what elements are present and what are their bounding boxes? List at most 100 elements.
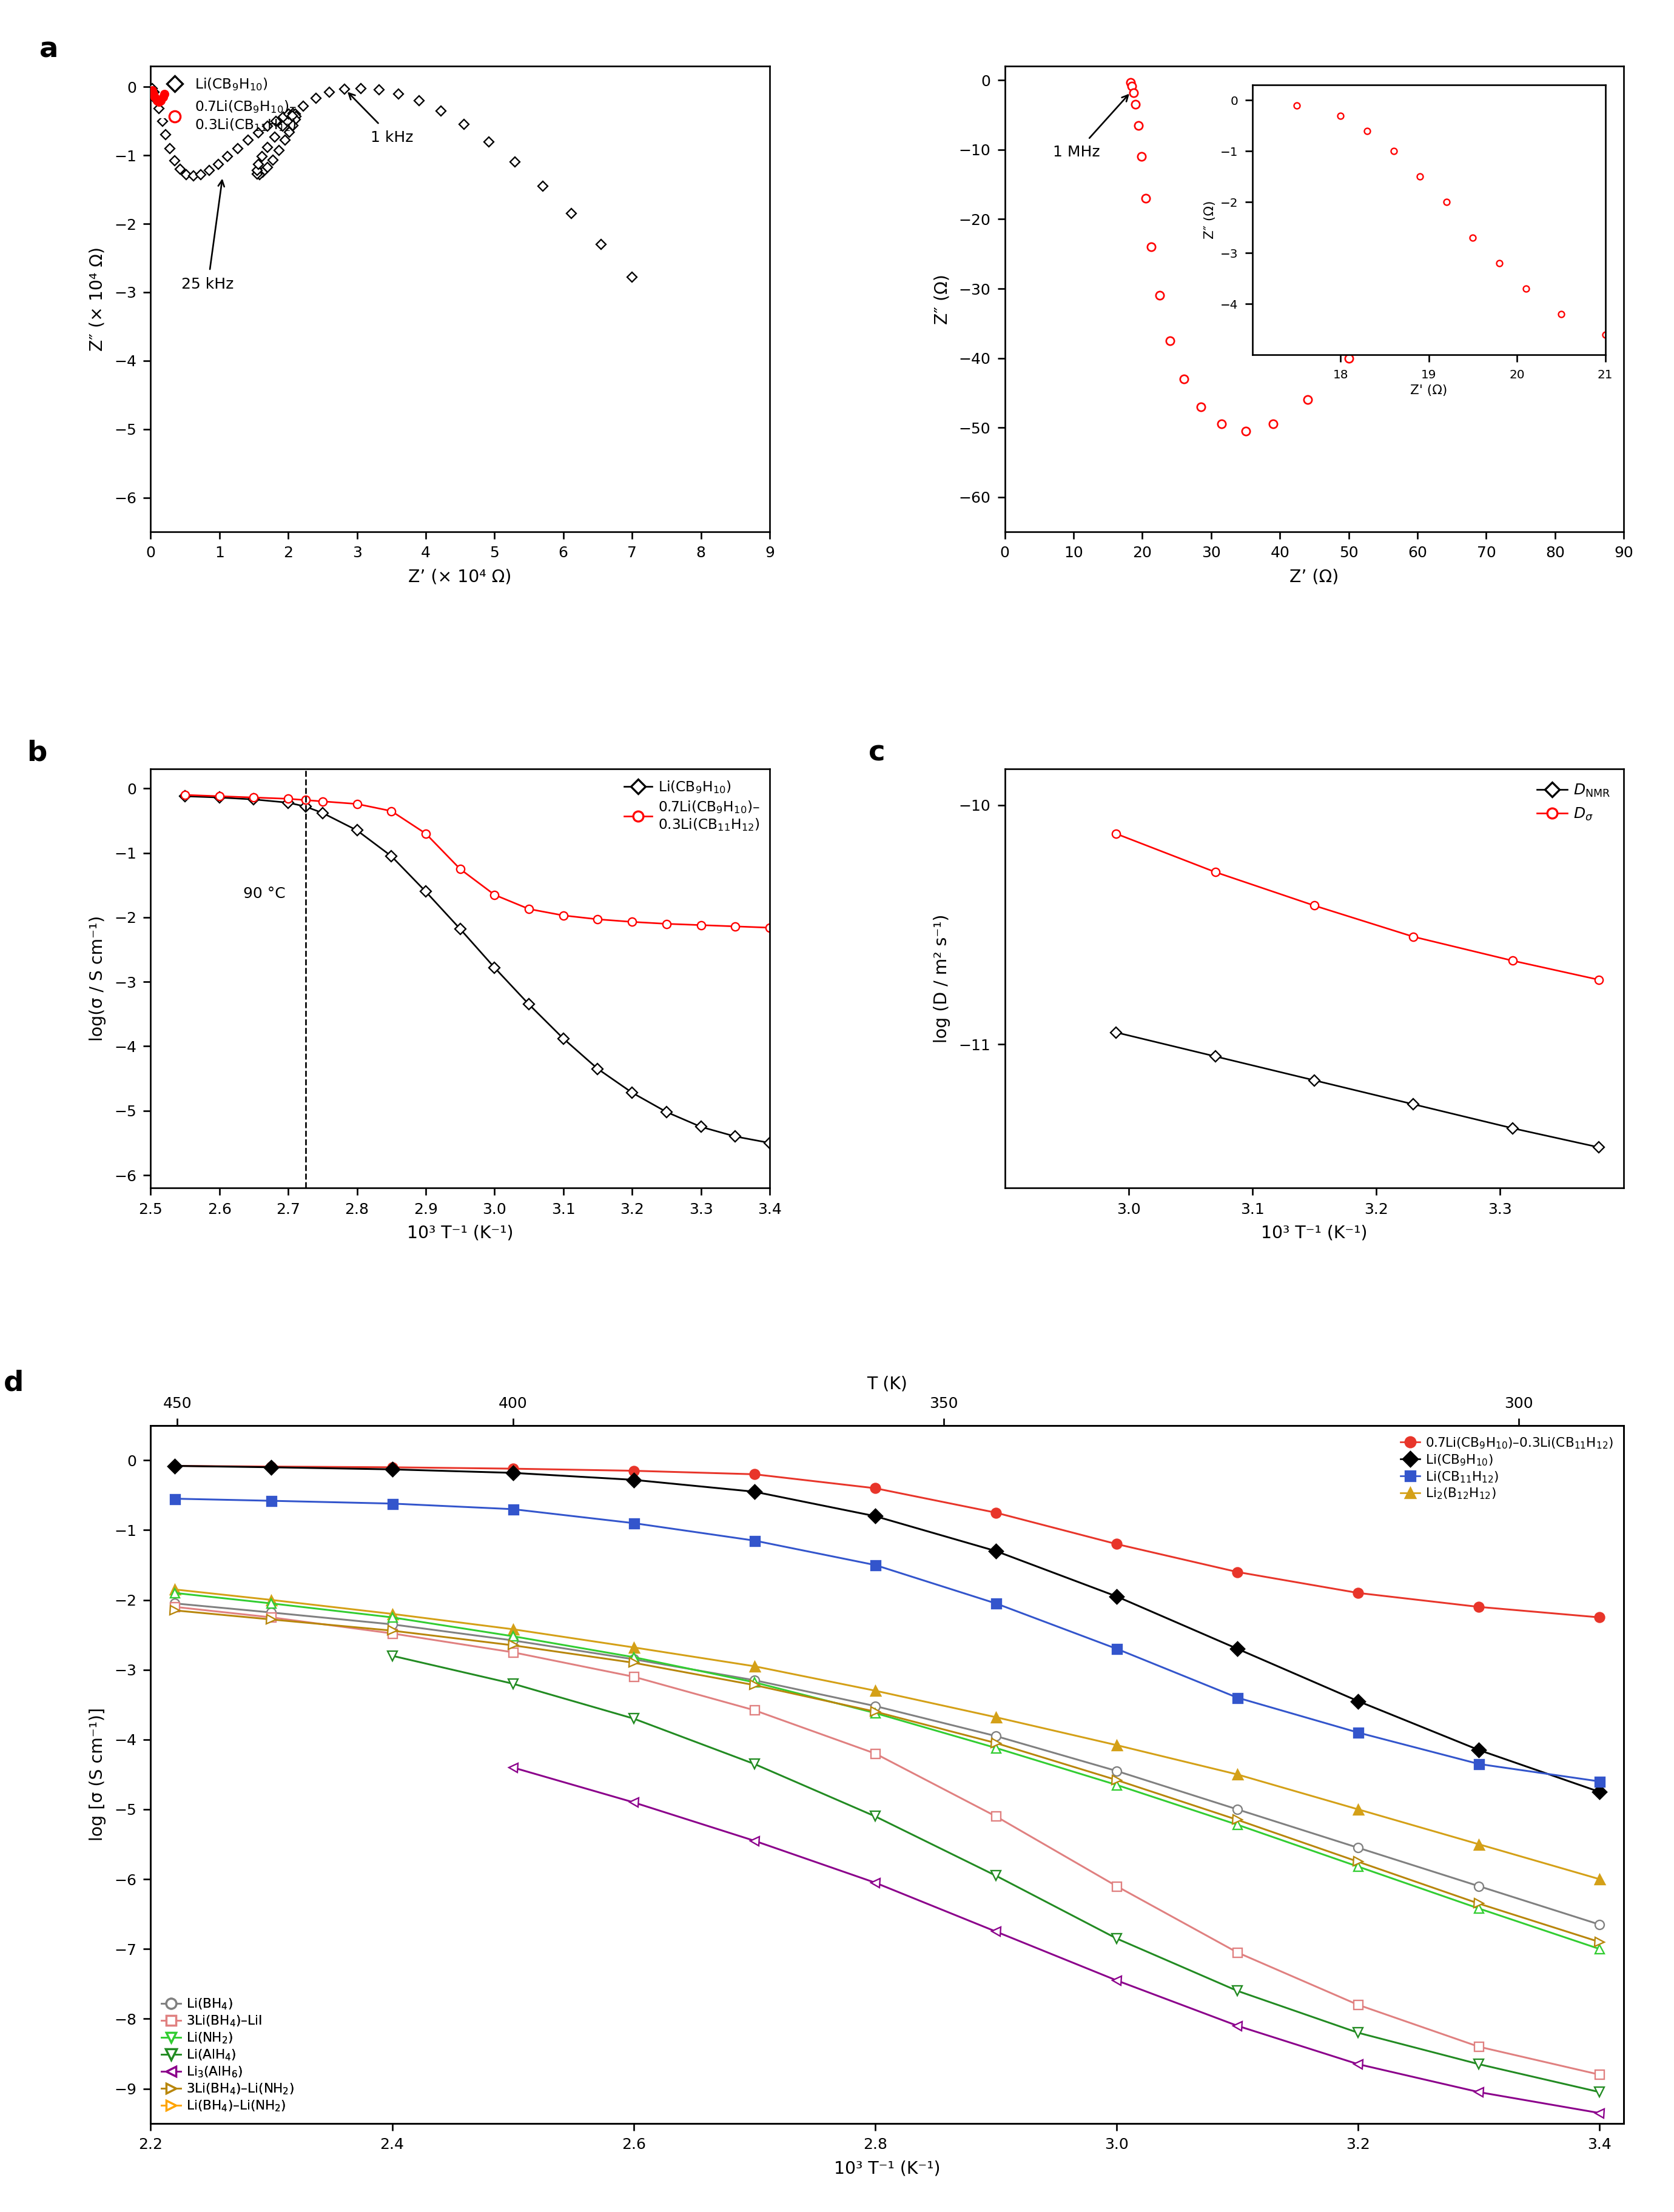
Li(BH$_4$) bbox=[986, 1723, 1006, 1750]
Li$_3$(AlH$_6$) bbox=[1590, 2099, 1610, 2126]
0.7Li(CB$_9$H$_{10}$)–0.3Li(CB$_{11}$H$_{12}$) bbox=[1107, 1531, 1127, 1557]
Line: 3Li(BH$_4$)–Li(NH$_2$): 3Li(BH$_4$)–Li(NH$_2$) bbox=[171, 1606, 1604, 1947]
X-axis label: T (K): T (K) bbox=[867, 1376, 907, 1391]
Li(AlH$_4$) bbox=[1468, 2051, 1488, 2077]
Li(CB$_{11}$H$_{12}$) bbox=[745, 1526, 765, 1553]
Li(AlH$_4$) bbox=[865, 1803, 886, 1829]
0.7Li(CB$_9$H$_{10}$)–0.3Li(CB$_{11}$H$_{12}$) bbox=[382, 1453, 402, 1480]
Li(CB$_9$H$_{10}$) bbox=[986, 1537, 1006, 1564]
Li(AlH$_4$) bbox=[624, 1705, 644, 1732]
Legend: Li(CB$_9$H$_{10}$), 0.7Li(CB$_9$H$_{10}$)–
0.3Li(CB$_{11}$H$_{12}$): Li(CB$_9$H$_{10}$), 0.7Li(CB$_9$H$_{10}$… bbox=[621, 776, 763, 836]
Li(BH$_4$) bbox=[1107, 1759, 1127, 1785]
0.7Li(CB$_9$H$_{10}$)–0.3Li(CB$_{11}$H$_{12}$) bbox=[164, 1453, 184, 1480]
3Li(BH$_4$)–Li(NH$_2$) bbox=[1468, 1891, 1488, 1918]
Li(NH$_2$) bbox=[382, 1604, 402, 1630]
Li(CB$_{11}$H$_{12}$) bbox=[1468, 1750, 1488, 1776]
0.7Li(CB$_9$H$_{10}$)–0.3Li(CB$_{11}$H$_{12}$) bbox=[502, 1455, 522, 1482]
Li(CB$_9$H$_{10}$) bbox=[745, 1478, 765, 1504]
Li$_2$(B$_{12}$H$_{12}$) bbox=[986, 1703, 1006, 1730]
Li(CB$_9$H$_{10}$) bbox=[865, 1502, 886, 1528]
Li(CB$_9$H$_{10}$) bbox=[164, 1453, 184, 1480]
Li(AlH$_4$) bbox=[1107, 1924, 1127, 1951]
3Li(BH$_4$)–LiI bbox=[382, 1619, 402, 1646]
Li(NH$_2$) bbox=[1227, 1812, 1247, 1838]
3Li(BH$_4$)–Li(NH$_2$) bbox=[382, 1617, 402, 1644]
Li(AlH$_4$) bbox=[1227, 1978, 1247, 2004]
Li(CB$_9$H$_{10}$) bbox=[624, 1467, 644, 1493]
Li(NH$_2$) bbox=[1348, 1854, 1368, 1880]
Li$_3$(AlH$_6$) bbox=[865, 1869, 886, 1896]
0.7Li(CB$_9$H$_{10}$)–0.3Li(CB$_{11}$H$_{12}$) bbox=[624, 1458, 644, 1484]
Y-axis label: log(σ / S cm⁻¹): log(σ / S cm⁻¹) bbox=[89, 916, 105, 1042]
0.7Li(CB$_9$H$_{10}$)–0.3Li(CB$_{11}$H$_{12}$) bbox=[865, 1475, 886, 1502]
0.7Li(CB$_9$H$_{10}$)–0.3Li(CB$_{11}$H$_{12}$) bbox=[745, 1460, 765, 1486]
X-axis label: Z’ (Ω): Z’ (Ω) bbox=[1289, 568, 1339, 586]
Li(CB$_9$H$_{10}$) bbox=[382, 1455, 402, 1482]
Li(AlH$_4$) bbox=[382, 1644, 402, 1670]
0.7Li(CB$_9$H$_{10}$)–0.3Li(CB$_{11}$H$_{12}$) bbox=[1468, 1593, 1488, 1619]
3Li(BH$_4$)–LiI bbox=[502, 1639, 522, 1666]
Li(NH$_2$) bbox=[745, 1670, 765, 1697]
3Li(BH$_4$)–Li(NH$_2$) bbox=[1227, 1807, 1247, 1834]
Li(BH$_4$) bbox=[502, 1628, 522, 1655]
Line: Li(CB$_{11}$H$_{12}$): Li(CB$_{11}$H$_{12}$) bbox=[171, 1493, 1604, 1785]
Legend: Li(CB$_9$H$_{10}$), 0.7Li(CB$_9$H$_{10}$)–
0.3Li(CB$_{11}$H$_{12}$): Li(CB$_9$H$_{10}$), 0.7Li(CB$_9$H$_{10}$… bbox=[157, 73, 300, 135]
Li(BH$_4$) bbox=[1468, 1874, 1488, 1900]
Li(AlH$_4$) bbox=[986, 1863, 1006, 1889]
Text: d: d bbox=[3, 1369, 23, 1396]
Text: a: a bbox=[39, 35, 59, 64]
Li(AlH$_4$) bbox=[745, 1750, 765, 1776]
Text: 25 kHz: 25 kHz bbox=[181, 181, 234, 292]
3Li(BH$_4$)–LiI bbox=[164, 1593, 184, 1619]
0.7Li(CB$_9$H$_{10}$)–0.3Li(CB$_{11}$H$_{12}$) bbox=[261, 1453, 281, 1480]
Li$_2$(B$_{12}$H$_{12}$) bbox=[382, 1601, 402, 1628]
Li(BH$_4$) bbox=[164, 1590, 184, 1617]
Li$_2$(B$_{12}$H$_{12}$) bbox=[745, 1652, 765, 1679]
Line: Li(AlH$_4$): Li(AlH$_4$) bbox=[387, 1650, 1605, 2097]
Text: 1 kHz: 1 kHz bbox=[348, 93, 413, 144]
Li$_2$(B$_{12}$H$_{12}$) bbox=[865, 1677, 886, 1703]
Y-axis label: Z″ (Ω): Z″ (Ω) bbox=[934, 274, 951, 325]
Li(BH$_4$) bbox=[1348, 1834, 1368, 1860]
Text: 1 MHz: 1 MHz bbox=[1053, 95, 1128, 159]
Li$_3$(AlH$_6$) bbox=[986, 1918, 1006, 1944]
Li(NH$_2$) bbox=[1468, 1896, 1488, 1922]
3Li(BH$_4$)–LiI bbox=[1348, 1991, 1368, 2017]
Text: 90 °C: 90 °C bbox=[243, 887, 286, 900]
Line: Li(BH$_4$): Li(BH$_4$) bbox=[171, 1599, 1604, 1929]
Text: b: b bbox=[27, 739, 47, 768]
3Li(BH$_4$)–Li(NH$_2$) bbox=[502, 1632, 522, 1659]
Line: Li(CB$_9$H$_{10}$): Li(CB$_9$H$_{10}$) bbox=[171, 1462, 1604, 1796]
Li$_2$(B$_{12}$H$_{12}$) bbox=[1348, 1796, 1368, 1823]
X-axis label: 10³ T⁻¹ (K⁻¹): 10³ T⁻¹ (K⁻¹) bbox=[407, 1225, 514, 1241]
X-axis label: 10³ T⁻¹ (K⁻¹): 10³ T⁻¹ (K⁻¹) bbox=[834, 2161, 941, 2177]
3Li(BH$_4$)–LiI bbox=[1227, 1940, 1247, 1966]
X-axis label: 10³ T⁻¹ (K⁻¹): 10³ T⁻¹ (K⁻¹) bbox=[1261, 1225, 1368, 1241]
Line: 3Li(BH$_4$)–LiI: 3Li(BH$_4$)–LiI bbox=[171, 1601, 1604, 2079]
Li(NH$_2$) bbox=[865, 1699, 886, 1725]
3Li(BH$_4$)–Li(NH$_2$) bbox=[865, 1699, 886, 1725]
Li(NH$_2$) bbox=[986, 1734, 1006, 1761]
Line: Li(NH$_2$): Li(NH$_2$) bbox=[171, 1588, 1604, 1953]
Li(BH$_4$) bbox=[624, 1646, 644, 1672]
Y-axis label: Z″ (× 10⁴ Ω): Z″ (× 10⁴ Ω) bbox=[89, 248, 105, 352]
0.7Li(CB$_9$H$_{10}$)–0.3Li(CB$_{11}$H$_{12}$) bbox=[1590, 1604, 1610, 1630]
Li(NH$_2$) bbox=[502, 1624, 522, 1650]
3Li(BH$_4$)–Li(NH$_2$) bbox=[624, 1650, 644, 1677]
Li$_3$(AlH$_6$) bbox=[745, 1827, 765, 1854]
3Li(BH$_4$)–LiI bbox=[1468, 2033, 1488, 2059]
Li(CB$_{11}$H$_{12}$) bbox=[502, 1495, 522, 1522]
Li(CB$_{11}$H$_{12}$) bbox=[164, 1486, 184, 1513]
Li(CB$_9$H$_{10}$) bbox=[1590, 1778, 1610, 1805]
Li(CB$_9$H$_{10}$) bbox=[502, 1460, 522, 1486]
Li$_3$(AlH$_6$) bbox=[502, 1754, 522, 1781]
Y-axis label: log [σ (S cm⁻¹)]: log [σ (S cm⁻¹)] bbox=[89, 1708, 105, 1840]
Li(NH$_2$) bbox=[164, 1579, 184, 1606]
0.7Li(CB$_9$H$_{10}$)–0.3Li(CB$_{11}$H$_{12}$) bbox=[1348, 1579, 1368, 1606]
Legend: $D_\mathrm{NMR}$, $D_\sigma$: $D_\mathrm{NMR}$, $D_\sigma$ bbox=[1530, 776, 1615, 827]
Li(BH$_4$) bbox=[745, 1668, 765, 1694]
3Li(BH$_4$)–Li(NH$_2$) bbox=[986, 1730, 1006, 1756]
Li(CB$_{11}$H$_{12}$) bbox=[1107, 1635, 1127, 1661]
Li(AlH$_4$) bbox=[1590, 2079, 1610, 2106]
Li$_2$(B$_{12}$H$_{12}$) bbox=[1468, 1832, 1488, 1858]
